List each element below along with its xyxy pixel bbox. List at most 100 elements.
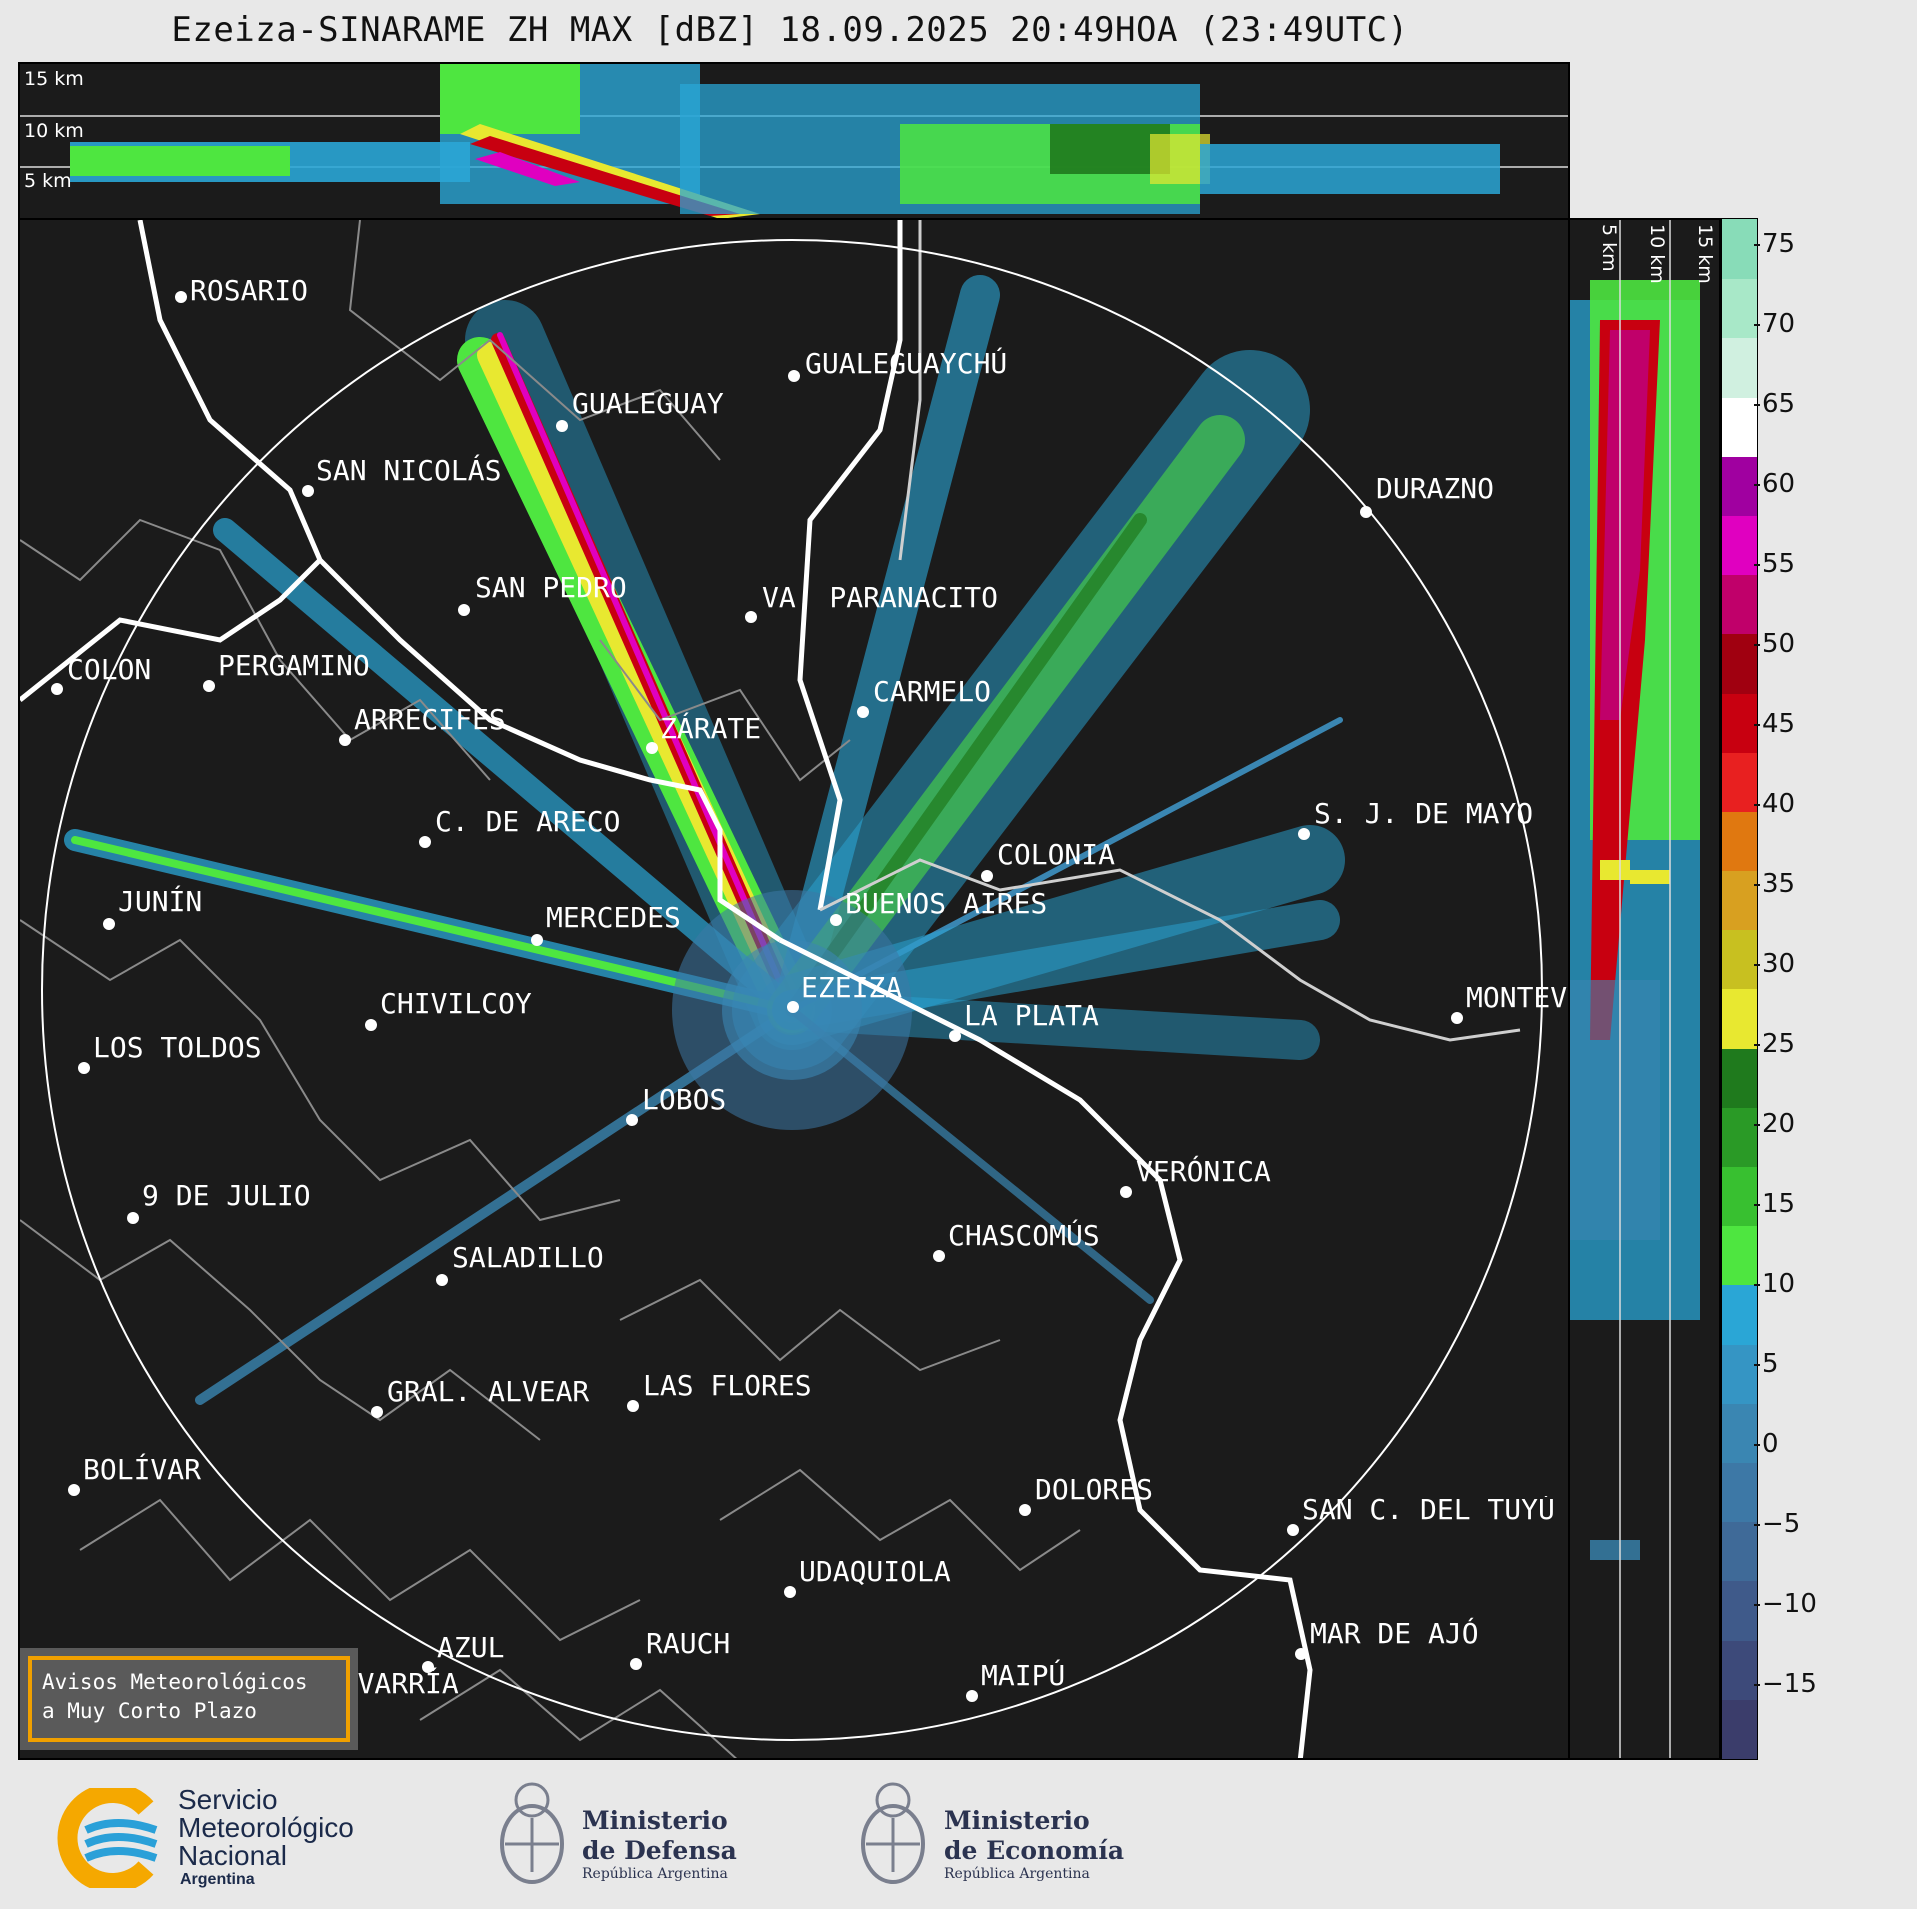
colorbar-segment: [1722, 1698, 1757, 1759]
smn-logo-text: Servicio Meteorológico Nacional Argentin…: [178, 1786, 354, 1890]
smn-line3: Nacional: [178, 1840, 287, 1871]
city-dot-9-de-julio: [127, 1212, 139, 1224]
city-label-udaquiola: UDAQUIOLA: [799, 1555, 951, 1588]
city-dot-gral-alvear: [371, 1406, 383, 1418]
city-dot-gualeguay: [556, 420, 568, 432]
city-label-bolivar: BOLÍVAR: [83, 1453, 202, 1486]
city-label-9-de-julio: 9 DE JULIO: [142, 1179, 311, 1212]
city-dot-junin: [103, 918, 115, 930]
city-label-los-toldos: LOS TOLDOS: [93, 1031, 262, 1064]
city-label-arrecifes: ARRECIFES: [354, 703, 506, 736]
colorbar-segment: [1722, 514, 1757, 576]
city-dot-c-de-areco: [419, 836, 431, 848]
city-dot-arrecifes: [339, 734, 351, 746]
city-dot-ezeiza: [787, 1001, 799, 1013]
city-label-sj-de-mayo: S. J. DE MAYO: [1314, 797, 1534, 830]
city-dot-rosario: [175, 291, 187, 303]
side-cross-section-panel: 5 km 10 km 15 km: [1568, 218, 1721, 1760]
footer: Servicio Meteorológico Nacional Argentin…: [0, 1760, 1917, 1909]
city-label-maipu: MAIPÚ: [981, 1659, 1066, 1692]
city-label-chivilcoy: CHIVILCOY: [380, 987, 532, 1020]
city-label-lobos: LOBOS: [642, 1083, 727, 1116]
colorbar-tick-label: −10: [1754, 1589, 1817, 1619]
city-label-junin: JUNÍN: [118, 885, 203, 918]
city-label-la-plata: LA PLATA: [964, 999, 1099, 1032]
city-label-rauch: RAUCH: [646, 1627, 731, 1660]
colorbar-segment: [1722, 692, 1757, 753]
colorbar-tick-label: 55: [1753, 549, 1796, 579]
defensa-logo-text: Ministerio de Defensa República Argentin…: [582, 1806, 737, 1882]
top-label-15km: 15 km: [24, 68, 84, 90]
side-cross-section-svg: [1570, 220, 1700, 1758]
city-label-dolores: DOLORES: [1035, 1473, 1154, 1506]
colorbar-segment: [1722, 337, 1757, 398]
colorbar-tick-label: 15: [1753, 1189, 1796, 1219]
top-cross-section-svg: [20, 64, 1568, 218]
colorbar-segment: [1722, 1106, 1757, 1168]
city-label-c-de-areco: C. DE ARECO: [435, 805, 621, 838]
city-dot-durazno: [1360, 506, 1372, 518]
city-label-chascomus: CHASCOMÚS: [948, 1219, 1100, 1252]
city-label-ezeiza: EZEIZA: [801, 971, 903, 1004]
colorbar-segment: [1722, 219, 1757, 280]
city-label-carmelo: CARMELO: [873, 675, 992, 708]
city-dot-sj-de-mayo: [1298, 828, 1310, 840]
city-label-veronica: VERÓNICA: [1136, 1155, 1271, 1188]
city-dot-las-flores: [627, 1400, 639, 1412]
city-dot-udaquiola: [784, 1586, 796, 1598]
colorbar-segment: [1722, 1166, 1757, 1227]
province-boundaries: [20, 220, 1081, 1758]
colorbar-segment: [1722, 455, 1757, 516]
city-dot-san-pedro: [458, 604, 470, 616]
colorbar-segment: [1722, 1402, 1757, 1464]
colorbar-segment: [1722, 396, 1757, 457]
colorbar-segment: [1722, 988, 1757, 1049]
city-dot-colonia: [981, 870, 993, 882]
city-dot-bolivar: [68, 1484, 80, 1496]
colorbar-tick-label: 60: [1753, 469, 1796, 499]
avisos-line1: Avisos Meteorológicos: [42, 1670, 308, 1694]
avisos-line2: a Muy Corto Plazo: [42, 1699, 257, 1723]
economia-coat-of-arms-icon: [861, 1782, 925, 1884]
city-dot-veronica: [1120, 1186, 1132, 1198]
smn-line2: Meteorológico: [178, 1812, 354, 1843]
colorbar-tick-label: 0: [1754, 1429, 1779, 1459]
colorbar-tick-label: 25: [1753, 1029, 1796, 1059]
colorbar-tick-label: −15: [1754, 1669, 1817, 1699]
city-label-mercedes: MERCEDES: [546, 901, 681, 934]
radar-map-panel: ROSARIO GUALEGUAYCHÚ GUALEGUAY SAN NICOL…: [18, 218, 1570, 1760]
city-dot-azul: [422, 1661, 434, 1673]
city-label-gualeguay: GUALEGUAY: [572, 387, 724, 420]
city-dot-montevideo: [1451, 1012, 1463, 1024]
city-dot-carmelo: [857, 706, 869, 718]
colorbar-segment: [1722, 1343, 1757, 1404]
city-label-zarate: ZÁRATE: [660, 712, 762, 745]
city-dot-colon: [51, 683, 63, 695]
city-dot-lobos: [626, 1114, 638, 1126]
echo-rays: [64, 275, 1345, 1405]
colorbar-segment: [1722, 1580, 1757, 1641]
colorbar-tick-label: 45: [1753, 709, 1796, 739]
colorbar-segment: [1722, 870, 1757, 931]
colorbar-segment: [1722, 633, 1757, 694]
colorbar-tick-label: 65: [1753, 389, 1796, 419]
city-label-montevideo: MONTEVIDEO: [1466, 984, 1568, 1012]
top-echo-bands: [70, 64, 1500, 218]
city-label-colonia: COLONIA: [997, 838, 1116, 871]
colorbar-segment: [1722, 278, 1757, 339]
colorbar-tick-label: 10: [1753, 1269, 1796, 1299]
city-label-paranacito: VA. PARANACITO: [762, 581, 999, 614]
side-label-5km: 5 km: [1598, 224, 1620, 272]
defensa-line3: República Argentina: [582, 1866, 728, 1882]
avisos-badge: Avisos Meteorológicos a Muy Corto Plazo: [20, 1648, 358, 1750]
colorbar-tick-label: 75: [1753, 229, 1796, 259]
colorbar-tick-label: −5: [1753, 1509, 1801, 1539]
city-label-san-nicolas: SAN NICOLÁS: [316, 454, 502, 487]
colorbar-segment: [1722, 1462, 1757, 1523]
city-label-san-clemente: SAN C. DEL TUYÚ: [1302, 1496, 1555, 1524]
range-ring: [41, 239, 1543, 1741]
side-echo-bands: [1570, 280, 1700, 1560]
city-dot-buenos-aires: [830, 914, 842, 926]
top-cross-section-panel: 15 km 10 km 5 km: [18, 62, 1570, 220]
city-dot-los-toldos: [78, 1062, 90, 1074]
